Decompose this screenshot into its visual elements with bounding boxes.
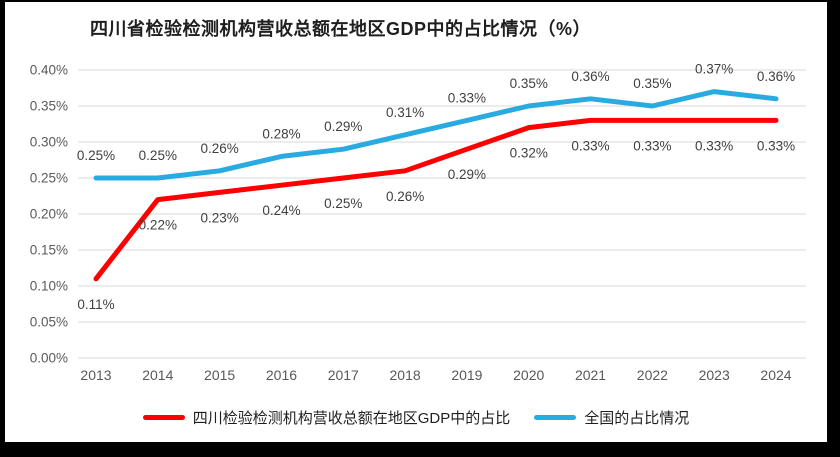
sichuan-line-swatch	[142, 415, 185, 420]
x-tick-label: 2020	[513, 367, 544, 383]
x-tick-label: 2013	[80, 367, 111, 383]
series-line-national	[93, 89, 779, 181]
x-tick-label: 2017	[328, 367, 359, 383]
y-tick-label: 0.20%	[30, 207, 68, 222]
x-tick-label: 2024	[760, 367, 791, 383]
y-tick-label: 0.40%	[30, 63, 68, 78]
data-label-sichuan: 0.22%	[139, 218, 177, 233]
data-label-sichuan: 0.23%	[200, 210, 238, 225]
data-label-national: 0.31%	[386, 105, 424, 120]
data-label-national: 0.36%	[571, 69, 609, 84]
data-label-national: 0.25%	[77, 148, 115, 163]
data-label-national: 0.25%	[139, 148, 177, 163]
national-line-swatch	[534, 415, 577, 420]
data-label-sichuan: 0.33%	[633, 138, 671, 153]
legend-item-sichuan: 四川检验检测机构营收总额在地区GDP中的占比	[142, 407, 511, 428]
x-tick-label: 2016	[266, 367, 297, 383]
data-label-national: 0.35%	[633, 76, 671, 91]
x-tick-label: 2021	[575, 367, 606, 383]
y-tick-label: 0.00%	[30, 351, 68, 366]
data-label-national: 0.28%	[262, 126, 300, 141]
data-label-sichuan: 0.25%	[324, 196, 362, 211]
data-label-sichuan: 0.26%	[386, 189, 424, 204]
data-label-national: 0.26%	[200, 141, 238, 156]
data-label-sichuan: 0.29%	[448, 167, 486, 182]
data-label-sichuan: 0.24%	[262, 203, 300, 218]
y-tick-label: 0.15%	[30, 243, 68, 258]
chart-panel: 四川省检验检测机构营收总额在地区GDP中的占比情况（%） 0.00% 0.05% 0…	[5, 2, 827, 442]
y-tick-label: 0.10%	[30, 279, 68, 294]
data-label-national: 0.35%	[510, 76, 548, 91]
x-tick-label: 2018	[390, 367, 421, 383]
x-tick-label: 2022	[637, 367, 668, 383]
data-label-national: 0.33%	[448, 90, 486, 105]
x-tick-label: 2014	[142, 367, 173, 383]
y-tick-label: 0.35%	[30, 99, 68, 114]
x-tick-label: 2019	[451, 367, 482, 383]
data-label-sichuan: 0.11%	[77, 297, 114, 312]
legend-label-sichuan: 四川检验检测机构营收总额在地区GDP中的占比	[192, 410, 511, 427]
data-label-sichuan: 0.33%	[695, 138, 733, 153]
x-tick-label: 2023	[699, 367, 730, 383]
series-line-sichuan	[93, 117, 779, 282]
chart-title: 四川省检验检测机构营收总额在地区GDP中的占比情况（%）	[90, 19, 592, 39]
line-chart: 0.00% 0.05% 0.10% 0.15% 0.20% 0.25% 0.30% 0.35%…	[30, 62, 806, 383]
legend-item-national: 全国的占比情况	[534, 407, 689, 428]
y-tick-label: 0.25%	[30, 171, 68, 186]
y-tick-label: 0.05%	[30, 315, 68, 330]
data-label-national: 0.37%	[695, 62, 733, 77]
data-label-sichuan: 0.32%	[510, 146, 548, 161]
data-label-sichuan: 0.33%	[571, 138, 609, 153]
chart-legend: 四川检验检测机构营收总额在地区GDP中的占比 全国的占比情况	[5, 407, 827, 428]
data-label-national: 0.36%	[757, 69, 795, 84]
x-tick-label: 2015	[204, 367, 235, 383]
data-label-sichuan: 0.33%	[757, 138, 795, 153]
data-label-national: 0.29%	[324, 119, 362, 134]
y-tick-label: 0.30%	[30, 135, 68, 150]
legend-label-national: 全国的占比情况	[584, 410, 690, 427]
